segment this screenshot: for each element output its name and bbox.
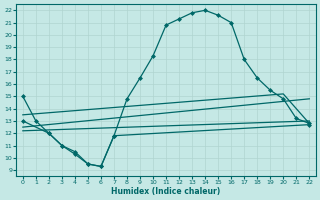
X-axis label: Humidex (Indice chaleur): Humidex (Indice chaleur) [111, 187, 221, 196]
